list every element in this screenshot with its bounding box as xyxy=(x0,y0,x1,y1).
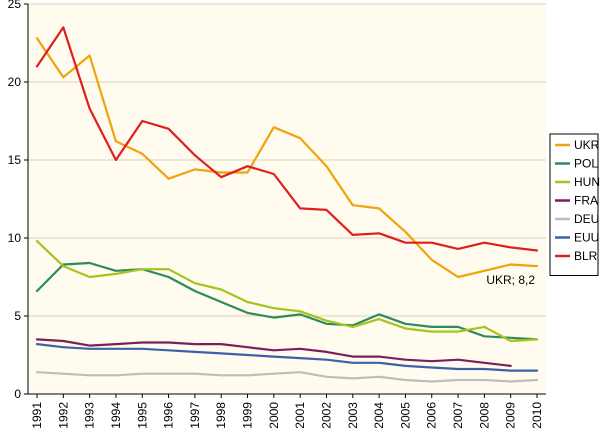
plot-area xyxy=(28,4,546,394)
legend-label-ukr: UKR xyxy=(574,138,600,152)
x-tick-label-2007: 2007 xyxy=(451,402,465,429)
x-tick-label-2008: 2008 xyxy=(477,402,491,429)
x-tick-label-2004: 2004 xyxy=(372,402,386,429)
series-line-pol xyxy=(35,261,539,341)
x-tick-label-1995: 1995 xyxy=(135,402,149,429)
x-tick-label-1992: 1992 xyxy=(56,402,70,429)
x-tick-label-1991: 1991 xyxy=(30,402,44,429)
x-tick-label-2002: 2002 xyxy=(319,402,333,429)
x-tick-label-1994: 1994 xyxy=(109,402,123,429)
axes: 0 5 10 15 20 25 1991 1992 1993 1994 1995 1996 1997 19… xyxy=(8,0,546,429)
legend: UKR POL HUN FRA DEU EUU BLR xyxy=(549,133,600,276)
x-tick-label-2005: 2005 xyxy=(398,402,412,429)
y-tick-label-5: 5 xyxy=(14,309,21,323)
y-tick-label-0: 0 xyxy=(14,387,21,401)
annotations: UKR; 8,2 xyxy=(486,273,535,287)
x-tick-label-2001: 2001 xyxy=(293,402,307,429)
x-tick-label-1996: 1996 xyxy=(162,402,176,429)
x-tick-label-1997: 1997 xyxy=(188,402,202,429)
legend-label-hun: HUN xyxy=(574,175,600,189)
legend-box xyxy=(549,133,599,276)
series-line-fra xyxy=(35,338,512,367)
series-line-ukr xyxy=(35,37,539,279)
legend-label-deu: DEU xyxy=(574,212,599,226)
series-line-deu xyxy=(35,371,539,383)
x-tick-label-1999: 1999 xyxy=(241,402,255,429)
x-tick-label-2006: 2006 xyxy=(425,402,439,429)
series-lines xyxy=(35,26,539,383)
legend-label-pol: POL xyxy=(574,157,598,171)
x-tick-label-1993: 1993 xyxy=(83,402,97,429)
series-line-hun xyxy=(35,240,539,343)
gridlines xyxy=(28,3,546,317)
x-tick-label-2003: 2003 xyxy=(346,402,360,429)
x-tick-label-2010: 2010 xyxy=(530,402,544,429)
x-tick-label-1998: 1998 xyxy=(214,402,228,429)
series-line-euu xyxy=(35,343,539,372)
legend-label-blr: BLR xyxy=(574,249,598,263)
series-line-blr xyxy=(35,26,539,252)
y-tick-label-15: 15 xyxy=(8,153,22,167)
annotation-0: UKR; 8,2 xyxy=(486,273,535,287)
legend-label-euu: EUU xyxy=(574,231,599,245)
x-tick-label-2000: 2000 xyxy=(267,402,281,429)
y-tick-label-20: 20 xyxy=(8,75,22,89)
x-tick-label-2009: 2009 xyxy=(504,402,518,429)
legend-label-fra: FRA xyxy=(574,194,598,208)
y-tick-label-10: 10 xyxy=(8,231,22,245)
y-tick-label-25: 25 xyxy=(8,0,22,11)
